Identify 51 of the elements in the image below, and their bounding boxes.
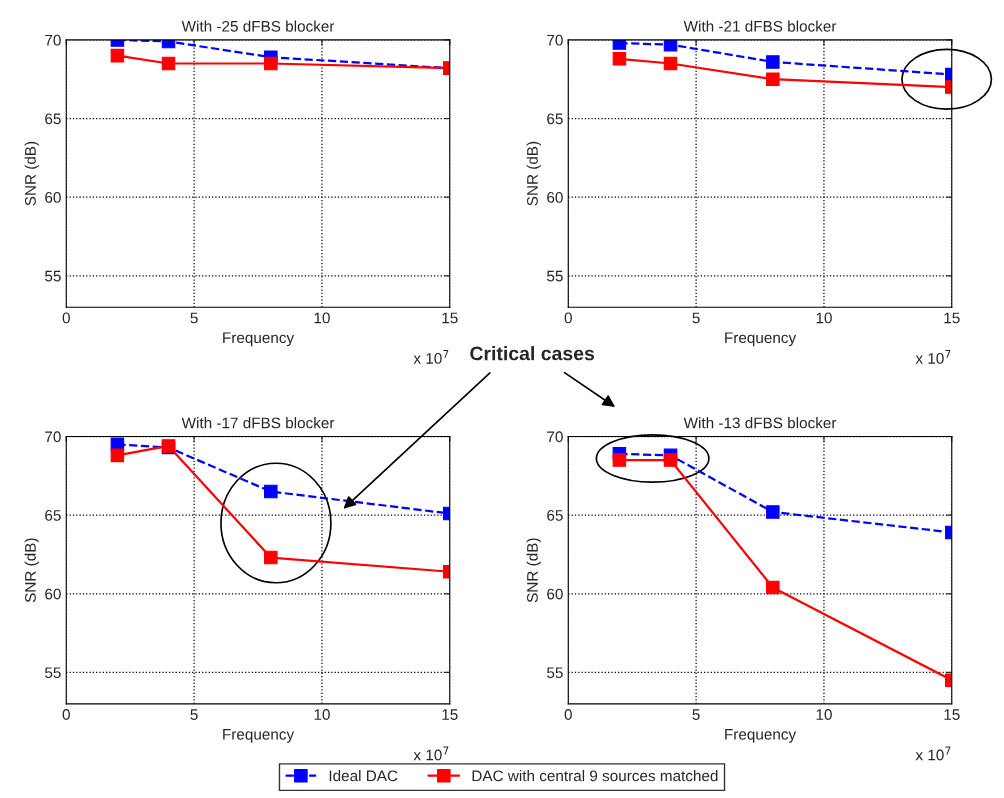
y-tick-label: 65 xyxy=(45,510,61,521)
chart-title: With -25 dFBS blocker xyxy=(181,20,335,32)
y-tick-label: 55 xyxy=(547,270,563,282)
x-tick-label: 15 xyxy=(442,709,458,720)
x-axis-title: Frequency xyxy=(725,729,797,743)
y-tick-label: 65 xyxy=(547,113,563,125)
text: x 10$^{7}$ xyxy=(915,746,951,761)
y-tick-label: 55 xyxy=(45,667,61,679)
y-tick-label: 60 xyxy=(547,588,563,600)
y-tick-label: 65 xyxy=(45,113,61,125)
text: Critical cases xyxy=(470,346,595,361)
x-tick-label: 15 xyxy=(944,709,960,720)
x-tick-label: 0 xyxy=(62,709,70,720)
x-axis-title: Frequency xyxy=(725,332,797,347)
legend-label: DAC with central 9 sources matched xyxy=(472,770,718,782)
x-tick-label: 0 xyxy=(564,709,572,720)
y-tick-label: 70 xyxy=(45,431,61,443)
y-tick-label: 60 xyxy=(45,192,61,203)
y-tick-label: 55 xyxy=(547,667,563,679)
text: x 10$^{7}$ xyxy=(915,350,951,364)
x-tick-label: 0 xyxy=(564,312,572,324)
text: x 10$^{7}$ xyxy=(413,350,449,364)
y-tick-label: 70 xyxy=(547,34,563,46)
x-tick-label: 15 xyxy=(442,312,458,324)
y-tick-label: 60 xyxy=(547,192,563,203)
y-tick-label: 65 xyxy=(547,510,563,521)
y-axis-title: SNR (dB) xyxy=(24,538,39,603)
x-tick-label: 5 xyxy=(190,709,198,720)
y-tick-label: 60 xyxy=(45,588,61,600)
y-tick-label: 55 xyxy=(45,270,61,282)
x-tick-label: 15 xyxy=(944,312,960,324)
x-tick-label: 0 xyxy=(62,312,70,324)
x-tick-label: 10 xyxy=(314,709,330,720)
x-tick-label: 10 xyxy=(816,709,832,720)
x-tick-label: 5 xyxy=(190,312,198,324)
x-axis-title: Frequency xyxy=(223,332,295,347)
chart-title: With -17 dFBS blocker xyxy=(181,417,335,429)
y-axis-title: SNR (dB) xyxy=(526,141,541,206)
chart-title: With -13 dFBS blocker xyxy=(683,417,837,429)
y-tick-label: 70 xyxy=(547,431,563,443)
x-tick-label: 5 xyxy=(692,312,700,324)
y-axis-title: SNR (dB) xyxy=(24,141,39,206)
text: x 10$^{7}$ xyxy=(413,746,449,761)
x-tick-label: 5 xyxy=(692,709,700,720)
x-axis-title: Frequency xyxy=(223,729,295,743)
x-tick-label: 10 xyxy=(314,312,330,324)
chart-title: With -21 dFBS blocker xyxy=(683,20,837,32)
y-tick-label: 70 xyxy=(45,34,61,46)
y-axis-title: SNR (dB) xyxy=(526,538,541,603)
x-tick-label: 10 xyxy=(816,312,832,324)
legend-label: Ideal DAC xyxy=(329,770,398,782)
